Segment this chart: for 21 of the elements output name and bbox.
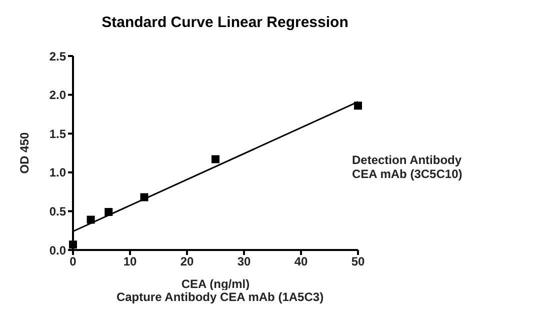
point	[212, 155, 220, 164]
y-tick-label: 0.0	[49, 243, 66, 258]
x-tick-label: 50	[351, 254, 365, 269]
x-tick-label: 30	[237, 254, 251, 269]
y-tick-label: 2.5	[49, 49, 66, 64]
y-tick-label: 1.0	[49, 166, 66, 180]
annotation: Detection Antibody CEA mAb (3C5C10)	[352, 153, 462, 181]
y-tick-label: 1.5	[49, 126, 66, 141]
y-axis-title: OD 450	[17, 132, 32, 174]
x-tick-label: 40	[294, 254, 308, 269]
x-tick-label: 10	[123, 254, 137, 269]
point	[354, 102, 362, 110]
x-tick-label: 20	[180, 254, 194, 269]
text: Capture Antibody CEA mAb (1A5C3)	[115, 290, 325, 304]
y-tick-label: 2.0	[49, 88, 66, 102]
point	[140, 193, 148, 202]
chart-title: Standard Curve Linear Regression	[100, 14, 350, 31]
point	[104, 208, 113, 216]
x-tick-label: 0	[70, 254, 77, 269]
point	[86, 216, 95, 224]
y-tick-label: 0.5	[49, 204, 66, 218]
